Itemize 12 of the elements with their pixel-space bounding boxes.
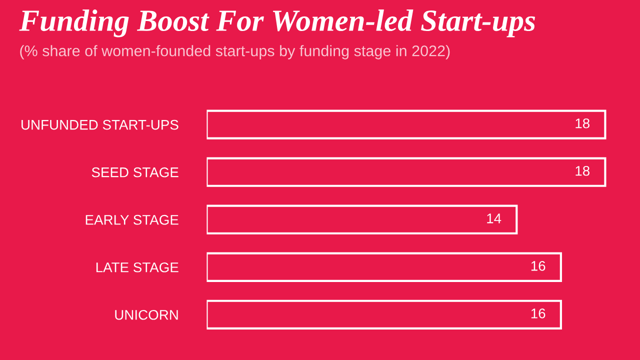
- data-label: 16: [531, 261, 546, 271]
- y-tick-label: UNFUNDED START-UPS: [22, 120, 178, 130]
- y-tick-label: LATE STAGE: [96, 262, 178, 272]
- data-label: 14: [487, 214, 502, 224]
- data-label: 18: [576, 166, 590, 176]
- chart-title: Funding Boost For Women-led Start-ups: [19, 10, 536, 38]
- y-tick-label: EARLY STAGE: [86, 214, 178, 225]
- data-label: 16: [531, 308, 546, 318]
- y-tick-label: UNICORN: [115, 310, 178, 320]
- y-tick-label: SEED STAGE: [92, 167, 178, 178]
- data-label: 18: [576, 118, 590, 128]
- chart-subtitle: (% share of women-founded start-ups by funding stage in 2022): [20, 45, 450, 60]
